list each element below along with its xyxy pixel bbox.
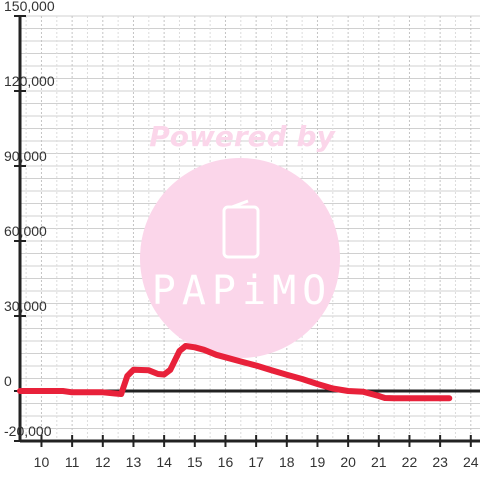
y-tick-label: 0 [4,373,12,389]
y-tick-label: 60,000 [4,223,47,239]
x-tick-label: 19 [310,454,326,470]
series-line [17,343,453,402]
x-tick-label: 24 [463,454,479,470]
x-tick-label: 17 [248,454,264,470]
tick-labels: 150,000 120,000 90,000 60,000 30,000 0 -20,000… [4,0,479,470]
watermark-text: Powered by [149,120,336,153]
x-tick-label: 23 [432,454,448,470]
phone-icon [222,199,260,259]
x-tick-label: 21 [371,454,387,470]
x-tick-label: 13 [126,454,142,470]
x-tick-label: 11 [65,454,80,470]
y-tick-label: 30,000 [4,298,47,314]
watermark: Powered by PAPiMO [140,120,340,358]
x-tick-label: 10 [34,454,50,470]
y-tick-label: -20,000 [4,423,52,439]
y-tick-label: 90,000 [4,148,47,164]
series-layer [17,343,453,402]
y-tick-label: 120,000 [4,73,55,89]
x-tick-label: 15 [187,454,203,470]
x-tick-label: 22 [402,454,418,470]
watermark-brand: PAPiMO [152,268,333,314]
x-tick-label: 16 [218,454,234,470]
x-tick-label: 12 [95,454,111,470]
x-tick-label: 14 [156,454,172,470]
x-tick-label: 20 [340,454,356,470]
x-tick-label: 18 [279,454,295,470]
y-tick-label: 150,000 [4,0,55,14]
